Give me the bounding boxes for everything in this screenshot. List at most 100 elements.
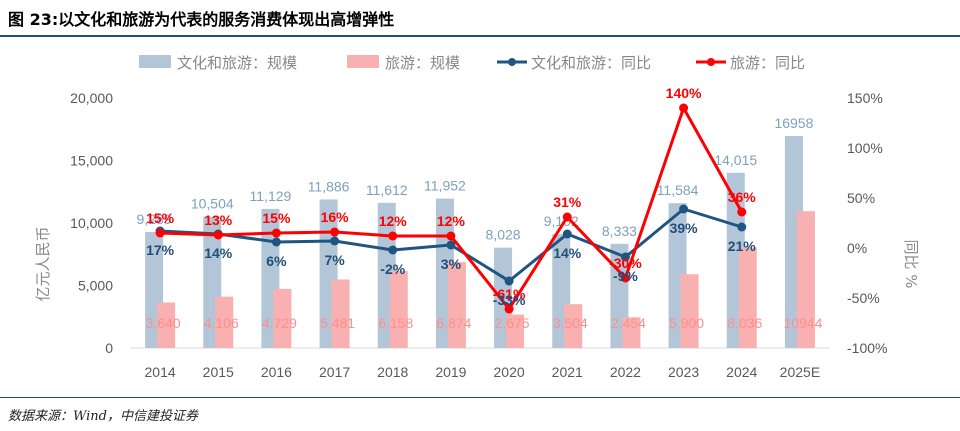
- point-label-tourism-yoy: 15%: [146, 210, 175, 226]
- x-tick-label: 2020: [494, 364, 525, 380]
- point-culture-yoy: [679, 204, 689, 214]
- chart: 文化和旅游：规模 旅游：规模 文化和旅游：同比 旅游：同比 亿元人民币 同比 %…: [34, 54, 920, 380]
- bar-tourism-scale: [796, 211, 815, 348]
- bar-tourism-scale: [273, 288, 292, 348]
- bar-label-tourism-scale: 6,874: [436, 315, 471, 331]
- x-tick-label: 2014: [145, 364, 176, 380]
- y-right-tick-label: 100%: [847, 140, 883, 156]
- bar-tourism-scale: [738, 247, 757, 348]
- bar-label-culture-scale: 11,886: [308, 178, 350, 194]
- legend-label-tourism-scale: 旅游：规模: [385, 54, 460, 72]
- bar-label-culture-scale: 11,129: [250, 188, 292, 204]
- point-culture-yoy: [388, 245, 398, 255]
- legend-label-culture-yoy: 文化和旅游：同比: [531, 54, 651, 72]
- x-tick-label: 2024: [726, 364, 757, 380]
- bar-label-tourism-scale: 2,454: [611, 315, 646, 331]
- bar-tourism-scale: [331, 279, 350, 348]
- point-label-tourism-yoy: 16%: [321, 209, 350, 225]
- bar-label-tourism-scale: 4,729: [262, 315, 297, 331]
- x-tick-label: 2022: [610, 364, 641, 380]
- figure-title: 图 23:以文化和旅游为代表的服务消费体现出高增弹性: [8, 10, 395, 29]
- point-label-tourism-yoy: 12%: [437, 213, 466, 229]
- bar-tourism-scale: [215, 296, 234, 348]
- x-tick-label: 2025E: [780, 364, 820, 380]
- legend-marker-culture-yoy: [508, 58, 516, 66]
- bar-label-culture-scale: 11,584: [657, 182, 699, 198]
- point-label-culture-yoy: 14%: [204, 245, 233, 261]
- bar-label-tourism-scale: 8,036: [727, 315, 762, 331]
- y-left-tick-label: 20,000: [70, 90, 113, 106]
- bar-tourism-scale: [622, 317, 641, 348]
- y-left-ticks: 0 5,000 10,000 15,000 20,000: [70, 90, 113, 356]
- point-label-culture-yoy: 7%: [324, 252, 345, 268]
- x-tick-label: 2021: [552, 364, 583, 380]
- bar-label-culture-scale: 9,289: [137, 211, 172, 227]
- x-tick-label: 2023: [668, 364, 699, 380]
- point-label-culture-yoy: 14%: [553, 245, 582, 261]
- point-label-culture-yoy: 39%: [670, 220, 699, 236]
- point-culture-yoy: [737, 222, 747, 232]
- bar-label-culture-scale: 8,333: [602, 223, 637, 239]
- point-culture-yoy: [504, 276, 514, 286]
- point-label-culture-yoy: 17%: [146, 242, 175, 258]
- bar-label-tourism-scale: 3,504: [553, 315, 588, 331]
- point-tourism-yoy: [388, 231, 398, 241]
- point-tourism-yoy: [446, 231, 456, 241]
- bar-label-tourism-scale: 5,481: [320, 315, 355, 331]
- point-culture-yoy: [271, 237, 281, 247]
- x-tick-label: 2018: [377, 364, 408, 380]
- point-label-tourism-yoy: 15%: [262, 210, 291, 226]
- point-label-culture-yoy: -2%: [380, 261, 405, 277]
- point-tourism-yoy: [213, 230, 223, 240]
- x-tick-label: 2016: [261, 364, 292, 380]
- y-left-tick-label: 5,000: [78, 278, 113, 294]
- point-tourism-yoy: [271, 228, 281, 238]
- bar-tourism-scale: [389, 271, 408, 348]
- point-label-culture-yoy: -33%: [493, 292, 526, 308]
- legend-label-tourism-yoy: 旅游：同比: [730, 54, 805, 72]
- bar-labels: 9,289 10,504 11,129 11,886 11,612 11,952 8,028…: [137, 115, 823, 331]
- bar-tourism-scale: [564, 304, 583, 348]
- y-right-tick-label: 50%: [847, 190, 875, 206]
- bar-label-tourism-scale: 4,106: [204, 315, 239, 331]
- y-left-tick-label: 10,000: [70, 215, 113, 231]
- bar-label-tourism-scale: 10944: [783, 315, 822, 331]
- line-labels: 15% 13% 15% 16% 12% 12% -61% 31% -30% 140% 36% 17% 1…: [146, 85, 756, 308]
- x-tick-label: 2017: [319, 364, 350, 380]
- bar-tourism-scale: [447, 262, 466, 348]
- footer-divider: [0, 397, 960, 398]
- bar-label-culture-scale: 14,015: [714, 152, 757, 168]
- title-divider: [0, 35, 960, 37]
- point-tourism-yoy: [330, 227, 340, 237]
- point-culture-yoy: [446, 240, 456, 250]
- x-tick-label: 2019: [435, 364, 466, 380]
- bar-tourism-scale: [680, 274, 699, 348]
- point-tourism-yoy: [562, 212, 572, 222]
- y-left-axis-label: 亿元人民币: [34, 226, 52, 301]
- legend: 文化和旅游：规模 旅游：规模 文化和旅游：同比 旅游：同比: [139, 54, 805, 72]
- point-label-tourism-yoy: 12%: [379, 213, 408, 229]
- bars: [145, 136, 815, 348]
- x-ticks: 2014 2015 2016 2017 2018 2019 2020 2021 2022 2023…: [145, 364, 821, 380]
- bar-label-culture-scale: 8,028: [486, 227, 521, 243]
- point-label-culture-yoy: 6%: [266, 253, 287, 269]
- legend-marker-tourism-yoy: [707, 58, 715, 66]
- point-tourism-yoy: [679, 103, 689, 113]
- point-culture-yoy: [562, 229, 572, 239]
- bar-label-culture-scale: 11,612: [366, 182, 408, 198]
- y-left-tick-label: 0: [105, 340, 113, 356]
- point-label-tourism-yoy: 140%: [666, 85, 702, 101]
- point-label-tourism-yoy: 36%: [728, 189, 757, 205]
- point-tourism-yoy: [737, 207, 747, 217]
- point-tourism-yoy: [155, 228, 165, 238]
- y-right-tick-label: 150%: [847, 90, 883, 106]
- bar-tourism-scale: [506, 314, 525, 348]
- point-label-tourism-yoy: 13%: [204, 212, 233, 228]
- point-culture-yoy: [330, 236, 340, 246]
- point-label-tourism-yoy: 31%: [553, 194, 582, 210]
- bar-label-culture-scale: 10,504: [191, 196, 234, 212]
- y-right-tick-label: 0%: [847, 240, 867, 256]
- bar-label-tourism-scale: 3,640: [146, 315, 181, 331]
- point-label-culture-yoy: -9%: [613, 268, 638, 284]
- y-right-tick-label: -100%: [847, 340, 887, 356]
